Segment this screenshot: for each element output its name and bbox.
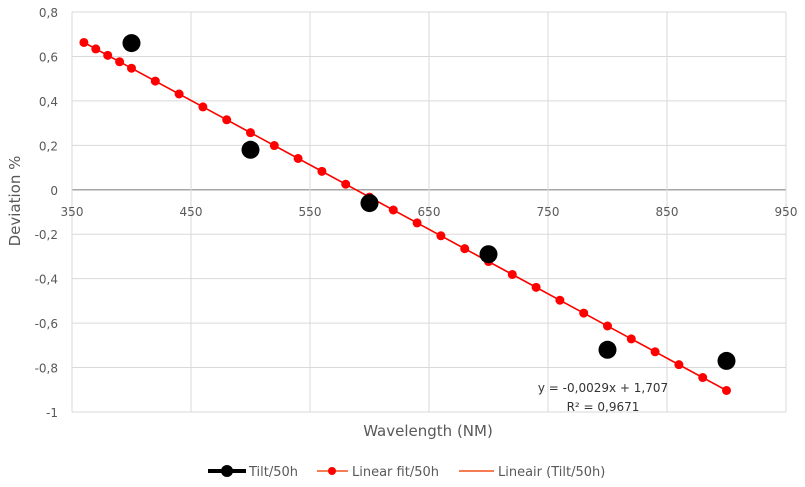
linear-fit-point [507, 269, 517, 279]
linear-fit-point [222, 115, 232, 125]
tilt-point [122, 34, 141, 53]
y-tick-label: -1 [46, 406, 58, 420]
x-tick-label: 750 [537, 205, 560, 219]
x-axis-label: Wavelength (NM) [363, 422, 493, 440]
legend: Tilt/50h Linear fit/50h Lineair (Tilt/50… [208, 465, 605, 480]
linear-fit-point [150, 76, 160, 86]
gridlines [71, 11, 787, 413]
linear-fit-point [115, 57, 125, 67]
tilt-point [241, 140, 260, 159]
x-tick-label: 350 [61, 205, 84, 219]
linear-fit-point [531, 282, 541, 292]
legend-swatch-marker [328, 467, 336, 475]
linear-fit-point [722, 385, 731, 395]
linear-fit-point [103, 50, 113, 60]
tilt-point [598, 340, 617, 359]
linear-fit-point [650, 347, 660, 357]
linear-fit-point [579, 308, 589, 318]
trendline-equation: y = -0,0029x + 1,707 [538, 381, 668, 395]
y-tick-label: -0,6 [35, 317, 58, 331]
tilt-point [479, 245, 498, 264]
x-tick-label: 650 [418, 205, 441, 219]
linear-fit-point [698, 373, 708, 383]
x-tick-label: 450 [180, 205, 203, 219]
linear-fit-point [341, 179, 351, 189]
legend-label: Tilt/50h [248, 465, 298, 480]
linear-fit-point [269, 141, 279, 151]
linear-fit-point [198, 102, 208, 112]
legend-label: Lineair (Tilt/50h) [498, 465, 605, 480]
linear-fit-point [246, 128, 255, 138]
linear-fit-point [555, 295, 565, 305]
x-tick-label: 850 [656, 205, 679, 219]
x-tick-label: 950 [775, 205, 798, 219]
y-tick-label: 0,2 [39, 139, 58, 153]
y-tick-label: 0,6 [39, 50, 58, 64]
tick-labels: 0,8 0,6 0,4 0,2 0 -0,2 -0,4 -0,6 -0,8 -1 350 450 550… [35, 6, 798, 420]
linear-fit-point [79, 37, 89, 47]
y-tick-label: -0,2 [35, 228, 58, 242]
trendline-r-squared: R² = 0,9671 [567, 400, 640, 414]
legend-label: Linear fit/50h [352, 465, 439, 480]
y-tick-label: 0 [50, 184, 58, 198]
linear-fit-point [436, 231, 446, 241]
linear-fit-line [83, 41, 727, 392]
y-axis-label: Deviation % [6, 156, 24, 247]
linear-fit-point [460, 244, 470, 254]
y-tick-label: -0,4 [35, 273, 58, 287]
linear-fit-point [293, 153, 303, 163]
linear-fit-point [412, 218, 422, 228]
linear-fit-point [626, 334, 636, 344]
linear-fit-point [317, 166, 327, 176]
linear-fit-point [388, 205, 398, 215]
x-tick-label: 550 [299, 205, 322, 219]
y-tick-label: 0,4 [39, 95, 58, 109]
legend-item-trendline: Lineair (Tilt/50h) [459, 465, 605, 480]
data-marks [79, 34, 736, 395]
tilt-point [717, 351, 736, 370]
linear-fit-point [674, 360, 684, 370]
linear-fit-point [174, 89, 184, 99]
linear-fit-point [91, 44, 101, 54]
legend-item-linear-fit: Linear fit/50h [317, 465, 439, 480]
linear-fit-point [603, 321, 612, 331]
legend-swatch-marker [221, 465, 233, 477]
linear-fit-point [127, 63, 136, 73]
tilt-point [360, 194, 379, 213]
y-tick-label: -0,8 [35, 362, 58, 376]
y-tick-label: 0,8 [39, 6, 58, 20]
legend-item-tilt: Tilt/50h [208, 465, 298, 480]
